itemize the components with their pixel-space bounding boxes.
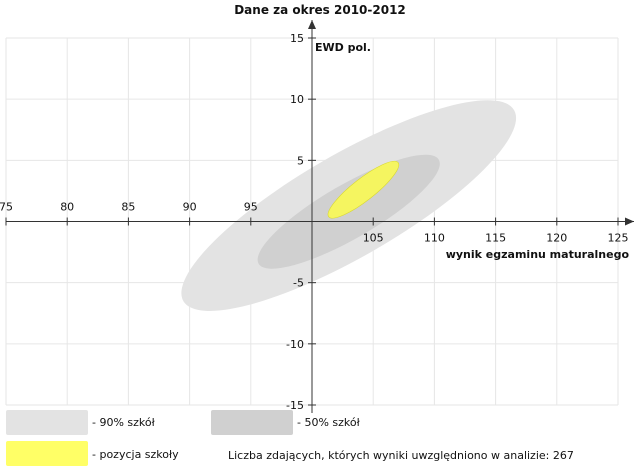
x-tick-label: 85 — [121, 201, 135, 214]
ellipse-school-position — [327, 160, 400, 219]
legend-swatch-50 — [211, 410, 293, 435]
y-tick-label: 5 — [297, 154, 304, 167]
y-tick-label: 10 — [290, 93, 304, 106]
y-tick-label: -15 — [286, 399, 304, 412]
legend-swatch-school — [6, 441, 88, 466]
y-tick-label: -10 — [286, 338, 304, 351]
x-tick-label: 105 — [363, 232, 384, 245]
x-tick-label: 110 — [424, 232, 445, 245]
y-tick-label: -5 — [293, 277, 304, 290]
x-tick-label: 90 — [183, 201, 197, 214]
chart-title: Dane za okres 2010-2012 — [234, 3, 406, 17]
y-axis-label: EWD pol. — [315, 41, 371, 54]
x-tick-label: 125 — [608, 232, 629, 245]
legend-label-50: - 50% szkół — [297, 416, 360, 429]
y-axis-arrow — [308, 20, 316, 29]
x-tick-label: 80 — [60, 201, 74, 214]
ellipses — [181, 100, 517, 311]
legend-swatch-90 — [6, 410, 88, 435]
y-tick-label: 15 — [290, 32, 304, 45]
x-tick-label: 120 — [546, 232, 567, 245]
legend-label-school: - pozycja szkoły — [92, 448, 179, 461]
analysis-note: Liczba zdających, których wyniki uwzględ… — [228, 449, 574, 462]
legend-label-90: - 90% szkół — [92, 416, 155, 429]
axes — [6, 20, 634, 413]
x-axis-label: wynik egzaminu maturalnego — [446, 248, 630, 261]
x-tick-label: 75 — [0, 201, 13, 214]
x-tick-label: 95 — [244, 201, 258, 214]
x-axis-arrow — [625, 217, 634, 226]
x-tick-label: 115 — [485, 232, 506, 245]
